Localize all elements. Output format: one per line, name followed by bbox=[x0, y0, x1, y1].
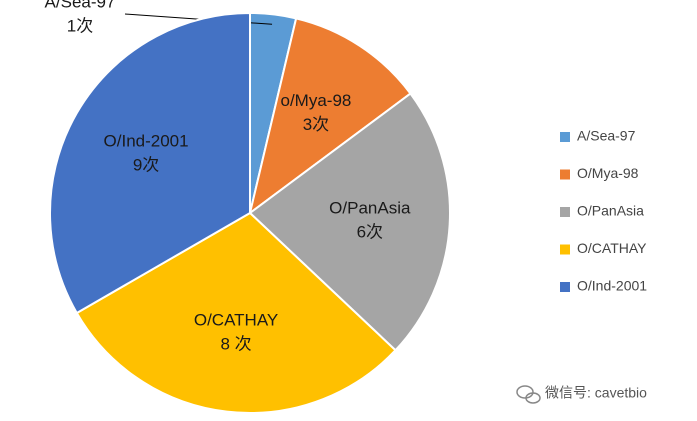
pie-slice bbox=[248, 92, 451, 352]
data-label: 3次 bbox=[303, 115, 329, 134]
data-label: 9次 bbox=[133, 155, 159, 174]
legend-label: O/Ind-2001 bbox=[577, 278, 647, 294]
legend-label: O/CATHAY bbox=[577, 240, 647, 256]
pie-slice bbox=[75, 211, 397, 414]
watermark-icon bbox=[516, 385, 541, 404]
legend-swatch bbox=[560, 244, 570, 255]
slice-label: O/PanAsia bbox=[329, 198, 411, 217]
slice-label: A/Sea-97 bbox=[45, 0, 116, 11]
legend-label: A/Sea-97 bbox=[577, 128, 636, 144]
legend-swatch bbox=[560, 132, 570, 142]
watermark: 微信号: cavetbio bbox=[545, 385, 647, 401]
data-label: 6次 bbox=[357, 222, 383, 241]
data-label: 1次 bbox=[67, 16, 93, 35]
legend-swatch bbox=[560, 207, 570, 217]
slice-label: o/Mya-98 bbox=[281, 91, 352, 110]
pie-slice bbox=[49, 11, 251, 315]
data-label: 8 次 bbox=[220, 335, 251, 354]
legend-label: O/PanAsia bbox=[577, 203, 644, 219]
slice-label: O/Ind-2001 bbox=[104, 131, 189, 150]
slice-label: O/CATHAY bbox=[194, 311, 278, 330]
pie-slice bbox=[248, 17, 412, 216]
legend-label: O/Mya-98 bbox=[577, 165, 639, 181]
legend-swatch bbox=[560, 169, 570, 180]
legend-swatch bbox=[560, 282, 570, 292]
